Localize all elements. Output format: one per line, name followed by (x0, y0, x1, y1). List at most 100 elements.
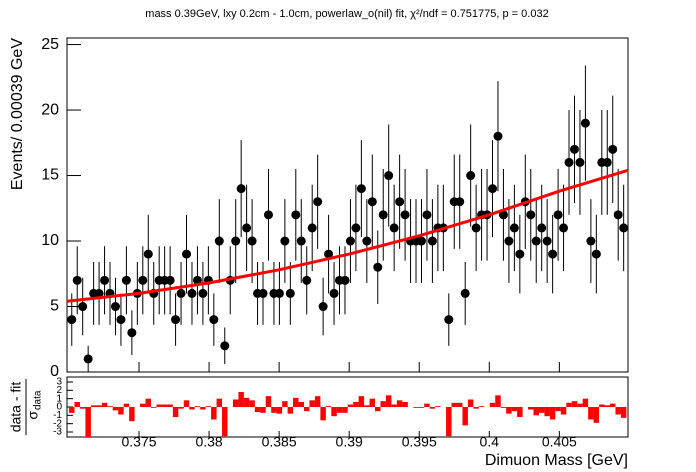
pull-bar (462, 407, 468, 426)
pull-bar (260, 407, 266, 413)
y-tick-label: 0 (50, 363, 59, 380)
data-point (384, 171, 394, 181)
pull-bar (538, 407, 545, 413)
data-point (231, 236, 241, 246)
data-point (471, 223, 481, 233)
data-point (302, 275, 312, 285)
data-point (242, 223, 252, 233)
data-point (591, 249, 601, 259)
pull-bar (183, 400, 190, 407)
data-point (580, 118, 590, 128)
data-point (280, 236, 290, 246)
pull-bar (549, 407, 556, 420)
pull-bar (609, 403, 616, 407)
pull-bar (222, 407, 228, 437)
data-point (143, 249, 153, 259)
pull-bar (353, 402, 359, 407)
data-point (531, 236, 541, 246)
data-point (247, 236, 257, 246)
data-point (378, 210, 388, 220)
x-axis-label: Dimuon Mass [GeV] (485, 452, 628, 469)
pull-bar (517, 407, 523, 417)
pull-bar (271, 407, 277, 413)
pull-bar (489, 402, 496, 407)
y-tick-label: 3 (56, 377, 62, 388)
data-point (345, 236, 355, 246)
pull-bar (375, 407, 381, 412)
pull-bar (118, 407, 124, 415)
data-point (613, 210, 623, 220)
pull-bar (232, 399, 239, 407)
data-point (542, 236, 552, 246)
data-point (575, 157, 585, 167)
pull-bar (402, 402, 408, 407)
x-tick-label: 0.385 (262, 434, 297, 450)
pull-bar (380, 401, 386, 407)
data-point (493, 131, 503, 141)
y-tick-label: -3 (53, 427, 62, 438)
data-point (569, 144, 579, 154)
pull-bar (129, 407, 135, 422)
y-tick-label: 20 (41, 101, 59, 118)
pull-bar (79, 407, 86, 409)
data-point (586, 236, 596, 246)
data-point (258, 288, 268, 298)
data-point (526, 210, 536, 220)
fit-line (66, 168, 629, 303)
data-point (209, 315, 219, 325)
pull-bar (282, 401, 288, 407)
data-point (318, 302, 328, 312)
pull-bar (495, 395, 501, 407)
data-point (559, 223, 569, 233)
pull-bar (555, 407, 561, 412)
data-point (444, 315, 454, 325)
pull-bar (500, 407, 507, 408)
pull-bar (342, 407, 348, 413)
pull-bar (478, 406, 485, 407)
data-point (220, 341, 230, 351)
y-tick-label: 5 (50, 298, 59, 315)
pull-bar (205, 406, 212, 407)
y-tick-label: -1 (53, 410, 62, 421)
data-point (488, 184, 498, 194)
y-tick-label: 15 (41, 167, 59, 184)
pull-bar (391, 404, 397, 407)
pull-bar (101, 402, 108, 407)
data-point (395, 197, 405, 207)
y-tick-label: 2 (56, 385, 62, 396)
pull-bar (314, 396, 321, 407)
pull-bar (451, 402, 457, 407)
y-tick-label: 25 (41, 36, 59, 53)
data-point (537, 223, 547, 233)
pull-bar (303, 407, 310, 412)
data-point (504, 236, 514, 246)
data-point (198, 288, 208, 298)
pull-bar (604, 405, 610, 407)
data-point (389, 223, 399, 233)
pull-bar (446, 407, 452, 437)
pull-bar (456, 402, 463, 407)
x-tick-label: 0.4 (480, 434, 500, 450)
data-point (187, 288, 197, 298)
pull-bar (615, 407, 621, 415)
data-point (67, 315, 77, 325)
data-point (176, 288, 186, 298)
data-point (509, 223, 519, 233)
pull-bar (189, 407, 195, 410)
data-point (324, 249, 334, 259)
data-point (236, 184, 246, 194)
chart-title: mass 0.39GeV, lxy 0.2cm - 1.0cm, powerla… (145, 8, 548, 20)
data-point (116, 315, 126, 325)
pull-bar (265, 396, 272, 407)
data-point (367, 197, 377, 207)
data-point (351, 223, 361, 233)
x-tick-label: 0.405 (542, 434, 577, 450)
pull-bar (588, 407, 594, 420)
y-label-denominator: σ (25, 411, 41, 420)
data-point (362, 236, 372, 246)
pull-bar (528, 407, 534, 410)
pull-bar (336, 407, 343, 413)
data-point (373, 262, 383, 272)
